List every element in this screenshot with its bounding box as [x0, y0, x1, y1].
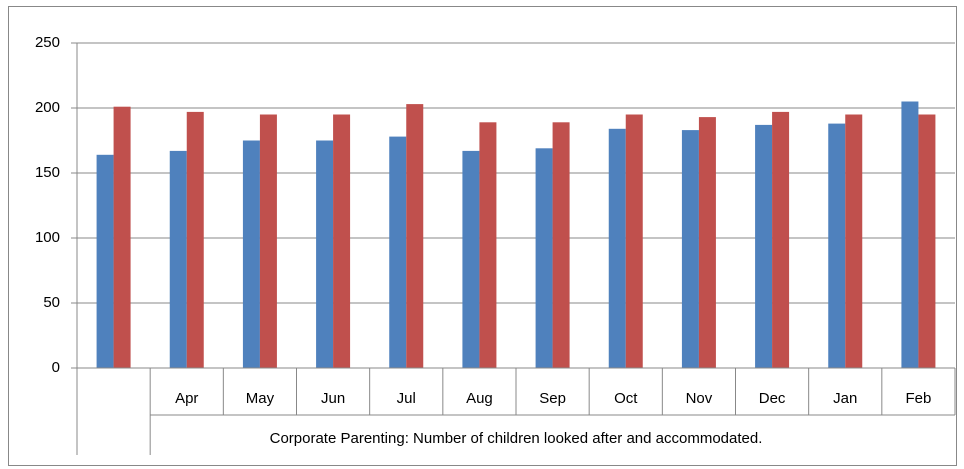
- y-tick-label: 150: [35, 164, 60, 181]
- y-tick-label: 0: [52, 359, 60, 376]
- bar: [625, 114, 643, 368]
- x-tick-label: Oct: [614, 390, 638, 407]
- bar: [96, 154, 114, 368]
- bar: [845, 114, 863, 368]
- x-tick-label: Nov: [686, 390, 713, 407]
- bar: [462, 150, 480, 368]
- bar: [698, 117, 716, 368]
- bar: [406, 104, 424, 368]
- x-tick-label: Jul: [397, 390, 416, 407]
- bar: [333, 114, 351, 368]
- bar: [681, 130, 699, 368]
- bar: [918, 114, 936, 368]
- bar: [113, 106, 131, 368]
- bar: [755, 124, 773, 369]
- bar: [901, 101, 919, 368]
- x-tick-label: Dec: [759, 390, 786, 407]
- x-tick-label: Aug: [466, 390, 493, 407]
- bar: [772, 111, 790, 369]
- bar: [169, 150, 187, 368]
- bar: [389, 136, 407, 368]
- x-tick-label: Feb: [905, 390, 931, 407]
- y-tick-label: 250: [35, 34, 60, 51]
- y-tick-label: 200: [35, 99, 60, 116]
- x-tick-label: May: [246, 390, 275, 407]
- bar: [535, 148, 553, 368]
- x-tick-label: Apr: [175, 390, 198, 407]
- bar: [186, 111, 204, 369]
- x-tick-label: Jun: [321, 390, 345, 407]
- x-tick-label: Jan: [833, 390, 857, 407]
- bar: [552, 122, 570, 368]
- bar: [479, 122, 497, 368]
- bar: [828, 123, 846, 368]
- y-tick-label: 100: [35, 229, 60, 246]
- bar: [242, 140, 260, 368]
- x-axis-label: Corporate Parenting: Number of children …: [270, 430, 763, 447]
- bar: [608, 128, 626, 368]
- bar: [316, 140, 334, 368]
- x-tick-label: Sep: [539, 390, 566, 407]
- bar: [259, 114, 277, 368]
- y-tick-label: 50: [43, 294, 60, 311]
